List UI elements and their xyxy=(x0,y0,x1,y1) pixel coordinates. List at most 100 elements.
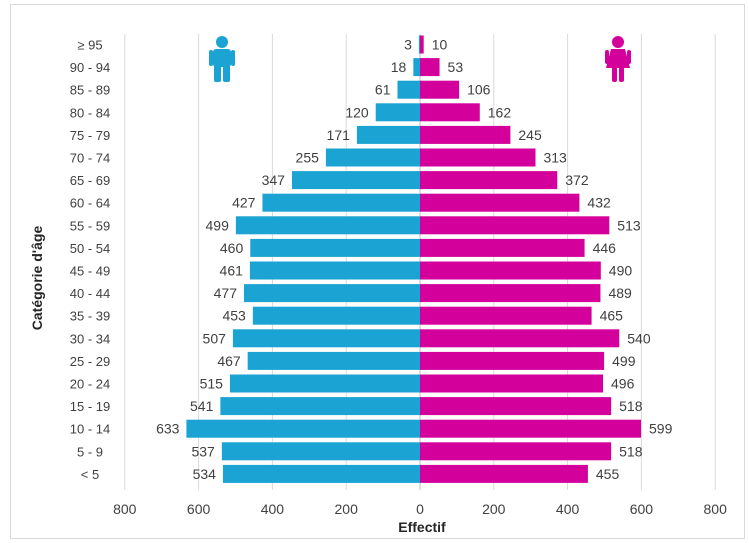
male-bar xyxy=(249,261,420,280)
male-value-label: 515 xyxy=(200,376,224,392)
category-label: 65 - 69 xyxy=(70,173,110,188)
female-value-label: 518 xyxy=(619,443,643,459)
female-value-label: 465 xyxy=(600,308,624,324)
x-tick-label: 800 xyxy=(704,501,728,517)
x-tick-label: 600 xyxy=(630,501,654,517)
male-value-label: 537 xyxy=(191,443,215,459)
male-value-label: 499 xyxy=(206,217,230,233)
x-tick-label: 400 xyxy=(261,501,285,517)
male-value-label: 461 xyxy=(220,263,244,279)
category-label: 90 - 94 xyxy=(70,60,110,75)
category-label: < 5 xyxy=(81,467,99,482)
x-tick-labels: 800 600 400 200 0 200 400 600 800 xyxy=(113,501,727,517)
female-value-label: 599 xyxy=(649,421,673,437)
female-value-label: 489 xyxy=(608,285,632,301)
female-value-label: 455 xyxy=(596,466,620,482)
female-bar xyxy=(420,306,592,325)
male-bar xyxy=(247,351,420,370)
category-label: 10 - 14 xyxy=(70,422,110,437)
male-bar xyxy=(356,125,420,144)
male-bar xyxy=(222,464,420,483)
male-bar xyxy=(220,397,420,416)
female-value-label: 446 xyxy=(593,240,617,256)
female-icon xyxy=(605,36,631,82)
x-tick-label: 200 xyxy=(335,501,359,517)
male-value-label: 18 xyxy=(391,59,407,75)
category-label: 80 - 84 xyxy=(70,105,110,120)
category-label: 30 - 34 xyxy=(70,331,110,346)
male-value-label: 453 xyxy=(222,308,246,324)
male-bar xyxy=(243,284,420,303)
category-label: 40 - 44 xyxy=(70,286,110,301)
female-value-label: 432 xyxy=(587,195,611,211)
male-bar xyxy=(250,238,420,257)
category-label: 45 - 49 xyxy=(70,264,110,279)
value-labels: 5345376335415154675074534774614604994273… xyxy=(156,37,673,482)
category-label: 15 - 19 xyxy=(70,399,110,414)
category-label: 35 - 39 xyxy=(70,309,110,324)
x-tick-label: 0 xyxy=(416,501,424,517)
x-tick-label: 800 xyxy=(113,501,137,517)
category-label: 70 - 74 xyxy=(70,151,110,166)
category-label: 75 - 79 xyxy=(70,128,110,143)
x-tick-label: 200 xyxy=(482,501,506,517)
female-value-label: 106 xyxy=(467,82,491,98)
female-bar xyxy=(420,80,460,99)
male-bar xyxy=(221,442,420,461)
male-value-label: 171 xyxy=(327,127,351,143)
male-value-label: 61 xyxy=(375,82,391,98)
female-value-label: 53 xyxy=(448,59,464,75)
female-value-label: 372 xyxy=(565,172,589,188)
male-value-label: 477 xyxy=(214,285,238,301)
female-bar xyxy=(420,171,558,190)
category-label: 25 - 29 xyxy=(70,354,110,369)
female-bar xyxy=(420,193,580,212)
female-value-label: 10 xyxy=(432,37,448,53)
female-bar xyxy=(420,329,620,348)
male-bar xyxy=(291,171,420,190)
male-bar xyxy=(235,216,420,235)
female-value-label: 518 xyxy=(619,398,643,414)
female-bar xyxy=(420,238,585,257)
female-bar xyxy=(420,284,601,303)
category-label: 60 - 64 xyxy=(70,196,110,211)
category-label: 20 - 24 xyxy=(70,377,110,392)
female-bar xyxy=(420,216,610,235)
female-value-label: 162 xyxy=(488,104,512,120)
female-bar xyxy=(420,148,536,167)
male-bar xyxy=(252,306,420,325)
male-bar xyxy=(375,103,420,122)
female-bar xyxy=(420,261,601,280)
male-bar xyxy=(418,35,421,54)
female-bar xyxy=(420,464,588,483)
male-value-label: 347 xyxy=(262,172,286,188)
male-value-label: 120 xyxy=(345,104,369,120)
x-tick-label: 600 xyxy=(187,501,211,517)
male-value-label: 467 xyxy=(217,353,241,369)
category-label: ≥ 95 xyxy=(77,38,102,53)
male-bar xyxy=(413,58,420,77)
male-bar xyxy=(262,193,420,212)
category-label: 85 - 89 xyxy=(70,83,110,98)
female-bar xyxy=(420,374,604,393)
female-bar xyxy=(420,35,424,54)
male-bar xyxy=(397,80,420,99)
male-value-label: 633 xyxy=(156,421,180,437)
male-value-label: 427 xyxy=(232,195,256,211)
category-label: 5 - 9 xyxy=(77,444,103,459)
y-axis-title: Catégorie d'âge xyxy=(29,226,45,331)
male-bar xyxy=(229,374,420,393)
bars xyxy=(186,35,642,483)
female-bar xyxy=(420,58,440,77)
female-bar xyxy=(420,419,642,438)
male-value-label: 534 xyxy=(193,466,217,482)
female-bar xyxy=(420,397,612,416)
x-axis-title: Effectif xyxy=(398,519,446,535)
category-label: 50 - 54 xyxy=(70,241,110,256)
female-value-label: 496 xyxy=(611,376,635,392)
category-label: 55 - 59 xyxy=(70,218,110,233)
female-value-label: 499 xyxy=(612,353,636,369)
male-bar xyxy=(325,148,420,167)
female-bar xyxy=(420,351,605,370)
